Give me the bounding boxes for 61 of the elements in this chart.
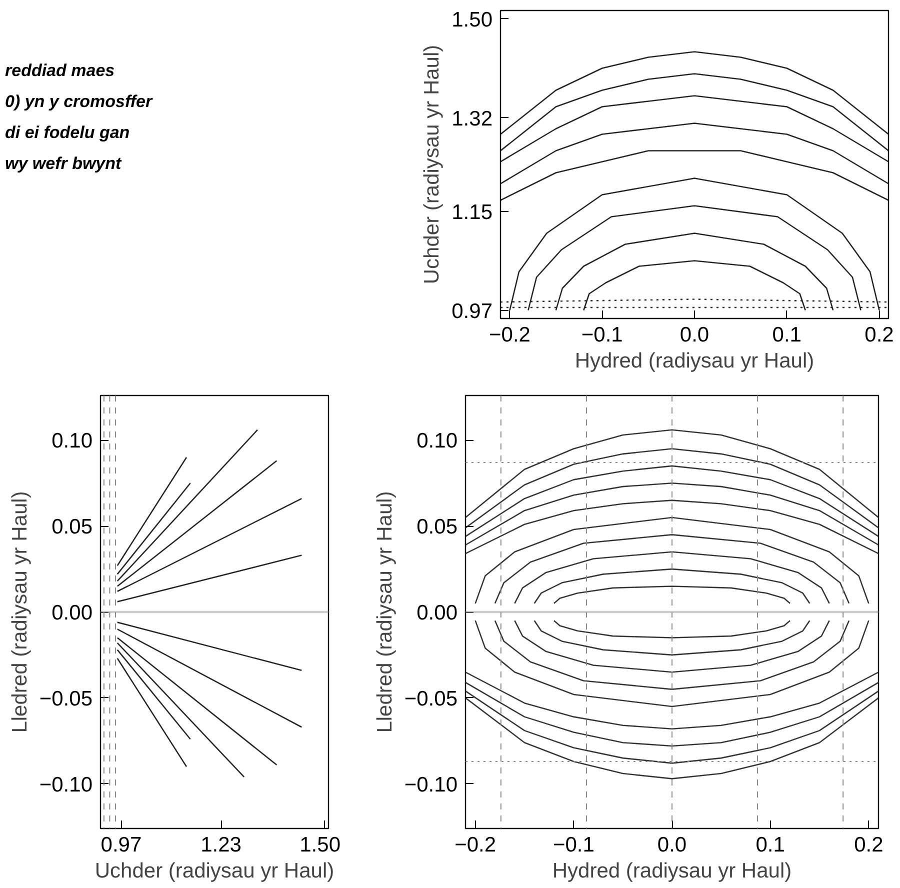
y-tick-label: −0.10 [404, 773, 458, 796]
line-series [500, 122, 888, 184]
line-series [553, 620, 791, 638]
y-tick-label: 0.10 [52, 430, 93, 453]
y-tick-label: −0.10 [39, 773, 93, 796]
x-tick-label: 0.1 [772, 324, 802, 346]
line-series [514, 551, 830, 604]
text: di ei fodelu gan [5, 123, 130, 142]
line-series [466, 671, 878, 730]
x-tick-label: 1.50 [300, 834, 341, 856]
line-series [500, 73, 888, 152]
line-series [466, 482, 878, 546]
line-series [474, 516, 870, 604]
x-tick-label: 0.0 [657, 834, 687, 856]
x-tick-label: 1.23 [200, 834, 242, 856]
line-series [514, 620, 830, 673]
y-tick-label: −0.05 [39, 687, 93, 710]
line-series [466, 465, 878, 538]
line-series [466, 429, 878, 518]
line-series [466, 448, 878, 528]
x-axis-title: Hydred (radiysau yr Haul) [552, 860, 792, 882]
line-series [474, 620, 870, 708]
y-tick-label: 0.05 [416, 516, 458, 539]
text: reddiad maes [5, 61, 115, 80]
y-tick-label: 1.15 [452, 200, 493, 224]
x-axis-title: Hydred (radiysau yr Haul) [574, 350, 814, 372]
y-axis-title: Uchder (radiysau yr Haul) [420, 44, 444, 284]
y-tick-label: 1.50 [452, 8, 493, 32]
y-axis-title: Lledred (radiysau yr Haul) [8, 491, 32, 733]
x-axis-title: Uchder (radiysau yr Haul) [94, 860, 334, 882]
text: wy wefr bwynt [5, 154, 122, 173]
y-tick-label: 0.00 [416, 602, 458, 624]
x-tick-label: 0.0 [680, 324, 710, 346]
y-tick-label: 0.97 [452, 300, 493, 323]
line-series [466, 500, 878, 554]
line-series [466, 690, 878, 764]
line-series [500, 51, 888, 135]
y-tick-label: 0.00 [52, 602, 93, 624]
x-tick-label: 0.97 [100, 834, 142, 856]
line-series [494, 620, 850, 690]
y-tick-label: 1.32 [452, 107, 493, 130]
x-tick-label: −0.2 [489, 324, 530, 346]
x-tick-label: 0.2 [854, 834, 884, 856]
y-tick-label: 0.05 [52, 516, 93, 539]
y-axis-title: Lledred (radiysau yr Haul) [373, 491, 396, 733]
x-tick-label: 0.1 [756, 834, 785, 856]
line-series [500, 150, 888, 201]
line-series [500, 95, 888, 162]
line-series [494, 534, 850, 604]
x-tick-label: −0.2 [454, 834, 496, 856]
x-tick-label: −0.1 [552, 834, 594, 856]
line-series [466, 682, 878, 747]
y-tick-label: 0.10 [416, 430, 458, 453]
line-series [534, 620, 810, 656]
x-tick-label: 0.2 [864, 324, 894, 346]
line-series [553, 586, 791, 604]
text: 0) yn y cromosffer [5, 92, 152, 111]
y-tick-label: −0.05 [404, 687, 458, 710]
line-series [466, 697, 878, 780]
line-series [534, 568, 810, 604]
x-tick-label: −0.1 [581, 324, 623, 346]
